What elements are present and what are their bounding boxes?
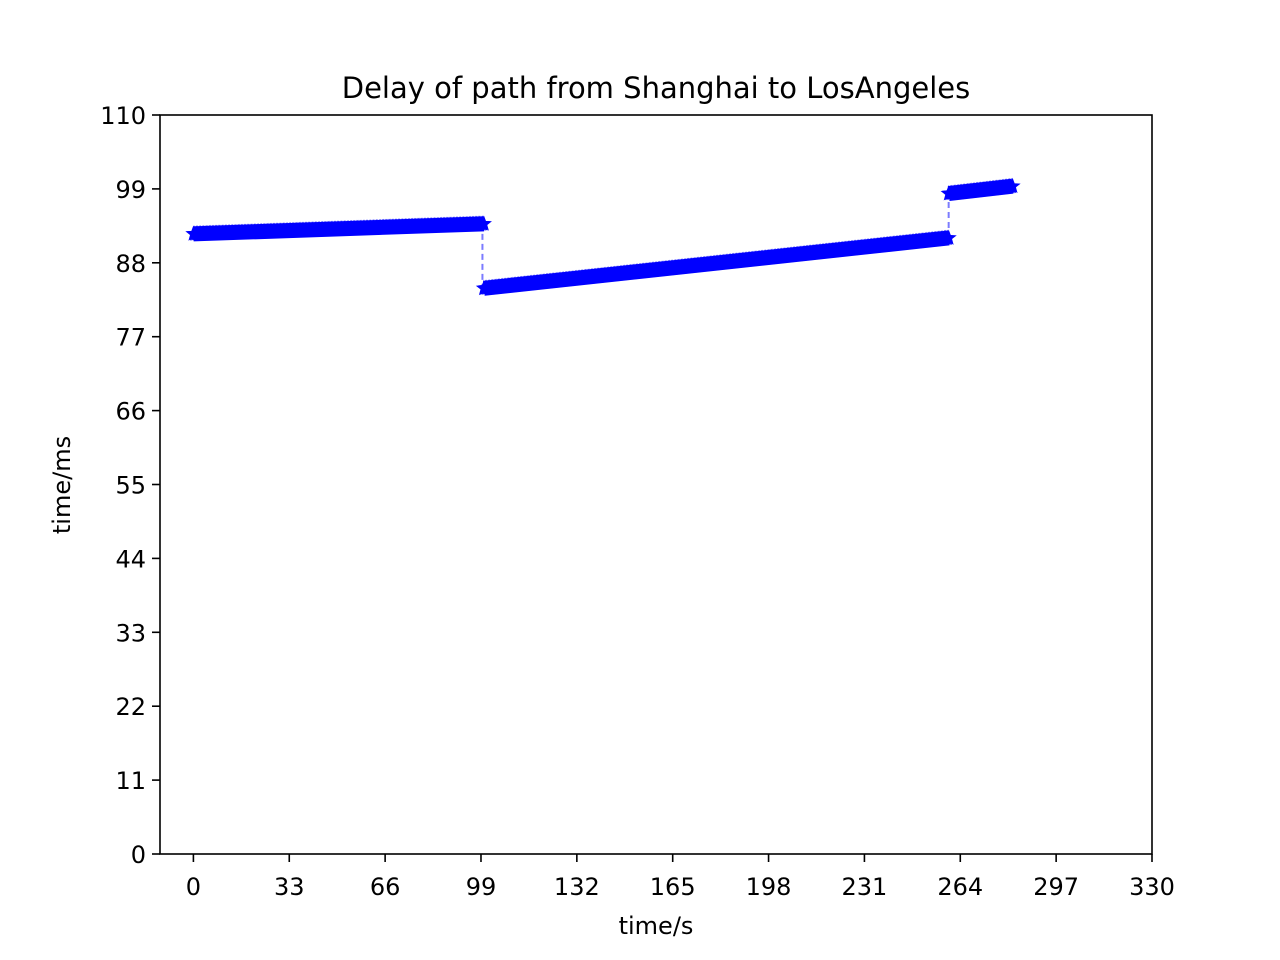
x-tick-label: 0 xyxy=(186,873,201,901)
y-axis: 0 11 22 33 44 55 66 77 88 99 110 xyxy=(100,102,160,869)
y-tick-label: 22 xyxy=(115,693,146,721)
y-tick-label: 99 xyxy=(115,176,146,204)
x-tick-label: 231 xyxy=(842,873,888,901)
data-point xyxy=(1004,177,1021,194)
y-tick-label: 33 xyxy=(115,619,146,647)
x-tick-label: 264 xyxy=(937,873,983,901)
y-tick-label: 44 xyxy=(115,545,146,573)
y-tick-label: 55 xyxy=(115,472,146,500)
x-tick-label: 330 xyxy=(1129,873,1175,901)
data-point xyxy=(475,215,492,231)
y-axis-label: time/ms xyxy=(48,436,76,534)
y-tick-label: 66 xyxy=(115,398,146,426)
y-tick-label: 11 xyxy=(115,767,146,795)
y-tick-label: 77 xyxy=(115,324,146,352)
y-tick-label: 110 xyxy=(100,102,146,130)
x-axis: 0 33 66 99 132 165 198 231 264 297 330 xyxy=(186,854,1175,901)
x-tick-label: 99 xyxy=(466,873,497,901)
x-tick-label: 165 xyxy=(650,873,696,901)
chart-title: Delay of path from Shanghai to LosAngele… xyxy=(342,71,970,105)
y-tick-label: 0 xyxy=(131,841,146,869)
data-layer xyxy=(185,177,1021,296)
x-tick-label: 33 xyxy=(274,873,305,901)
x-tick-label: 297 xyxy=(1033,873,1079,901)
y-tick-label: 88 xyxy=(115,250,146,278)
data-point xyxy=(940,229,957,245)
x-tick-label: 66 xyxy=(370,873,401,901)
x-tick-label: 198 xyxy=(746,873,792,901)
x-tick-label: 132 xyxy=(554,873,600,901)
x-axis-label: time/s xyxy=(619,912,694,940)
plot-area xyxy=(160,115,1152,854)
